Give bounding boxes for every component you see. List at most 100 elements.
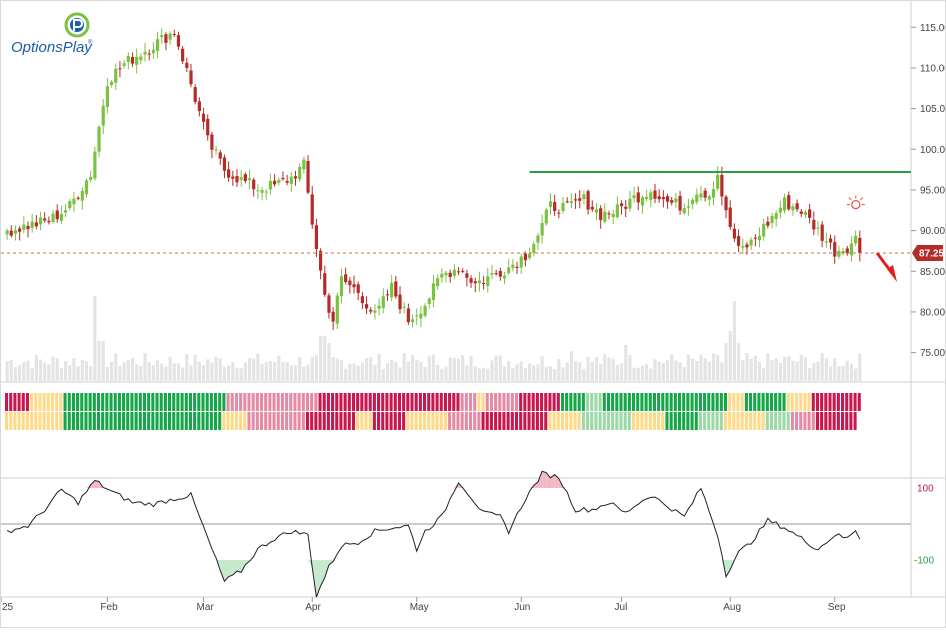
candle-body [566, 201, 569, 202]
signal-cell [160, 393, 163, 411]
signal-cell [837, 393, 840, 411]
volume-bar [306, 365, 309, 381]
signal-cell [824, 412, 827, 430]
volume-bar [754, 356, 757, 381]
candle-body [641, 197, 644, 205]
signal-cell [38, 412, 41, 430]
candle-body [302, 160, 305, 170]
signal-cell [557, 393, 560, 411]
signal-cell [607, 412, 610, 430]
candle-body [352, 284, 355, 287]
volume-bar [223, 367, 226, 381]
volume-bar [189, 365, 192, 381]
signal-cell [80, 393, 83, 411]
candle-body [365, 304, 368, 308]
volume-bar [662, 363, 665, 381]
volume-bar [31, 368, 34, 381]
volume-bar [5, 361, 8, 381]
optionsplay-logo: OptionsPlay ® [11, 14, 93, 56]
signal-cell [243, 393, 246, 411]
signal-cell [854, 393, 857, 411]
signal-cell [235, 393, 238, 411]
signal-cell [310, 393, 313, 411]
signal-cell [528, 393, 531, 411]
candle-body [152, 50, 155, 54]
volume-bar [637, 368, 640, 381]
signal-cell [657, 412, 660, 430]
candle-body [198, 101, 201, 111]
signal-cell [218, 412, 221, 430]
candle-body [68, 201, 71, 208]
candle-body [616, 204, 619, 217]
signal-cell [507, 393, 510, 411]
volume-bar [302, 367, 305, 381]
signal-cell [172, 393, 175, 411]
signal-cell [51, 393, 54, 411]
signal-cell [594, 393, 597, 411]
volume-bar [173, 363, 176, 381]
candle-body [816, 228, 819, 229]
bulb-ray [860, 198, 863, 201]
signal-cell [114, 393, 117, 411]
candle-body [766, 222, 769, 226]
candle-body [561, 203, 564, 211]
signal-cell [168, 412, 171, 430]
volume-bar [645, 364, 648, 381]
volume-bars [5, 296, 861, 381]
signal-cell [360, 412, 363, 430]
volume-bar [612, 359, 615, 381]
signal-cell [745, 393, 748, 411]
signal-cell [745, 412, 748, 430]
volume-bar [850, 364, 853, 381]
signal-cell [757, 412, 760, 430]
candle-body [210, 134, 213, 149]
signal-cell [339, 393, 342, 411]
candle-body [691, 200, 694, 204]
signal-cell [557, 412, 560, 430]
volume-bar [177, 363, 180, 381]
signal-cell [151, 393, 154, 411]
signal-cell [419, 412, 422, 430]
volume-bar [444, 367, 447, 381]
signal-cell [143, 393, 146, 411]
volume-bar [390, 360, 393, 381]
signal-cell [164, 393, 167, 411]
candle-body [89, 177, 92, 180]
candle-body [139, 57, 142, 61]
signal-cell [482, 412, 485, 430]
signal-cell [18, 393, 21, 411]
volume-bar [106, 367, 109, 381]
volume-bar [169, 357, 172, 381]
volume-bar [557, 359, 560, 381]
candle-body [102, 106, 105, 126]
signal-cell [548, 393, 551, 411]
candle-body [712, 189, 715, 198]
signal-cell [97, 412, 100, 430]
volume-bar [423, 367, 426, 381]
signal-cell [130, 412, 133, 430]
volume-bar [398, 368, 401, 381]
signal-cell [89, 393, 92, 411]
signal-cell [482, 393, 485, 411]
signal-cell [682, 393, 685, 411]
signal-cell [64, 393, 67, 411]
volume-bar [524, 368, 527, 381]
candle-body [398, 295, 401, 310]
signal-cell [737, 412, 740, 430]
signal-cell [628, 412, 631, 430]
price-tick-label: 115.00 [920, 23, 945, 34]
candle-body [256, 190, 259, 191]
volume-bar [394, 362, 397, 381]
signal-cell [76, 393, 79, 411]
candle-body [181, 49, 184, 62]
candle-body [265, 192, 268, 193]
signal-cell [319, 412, 322, 430]
lightbulb-icon[interactable] [847, 196, 865, 209]
breakdown-arrow-icon [877, 253, 897, 282]
signal-cell [139, 412, 142, 430]
candle-body [670, 200, 673, 203]
signal-cell [59, 393, 62, 411]
cci-line [7, 471, 860, 597]
